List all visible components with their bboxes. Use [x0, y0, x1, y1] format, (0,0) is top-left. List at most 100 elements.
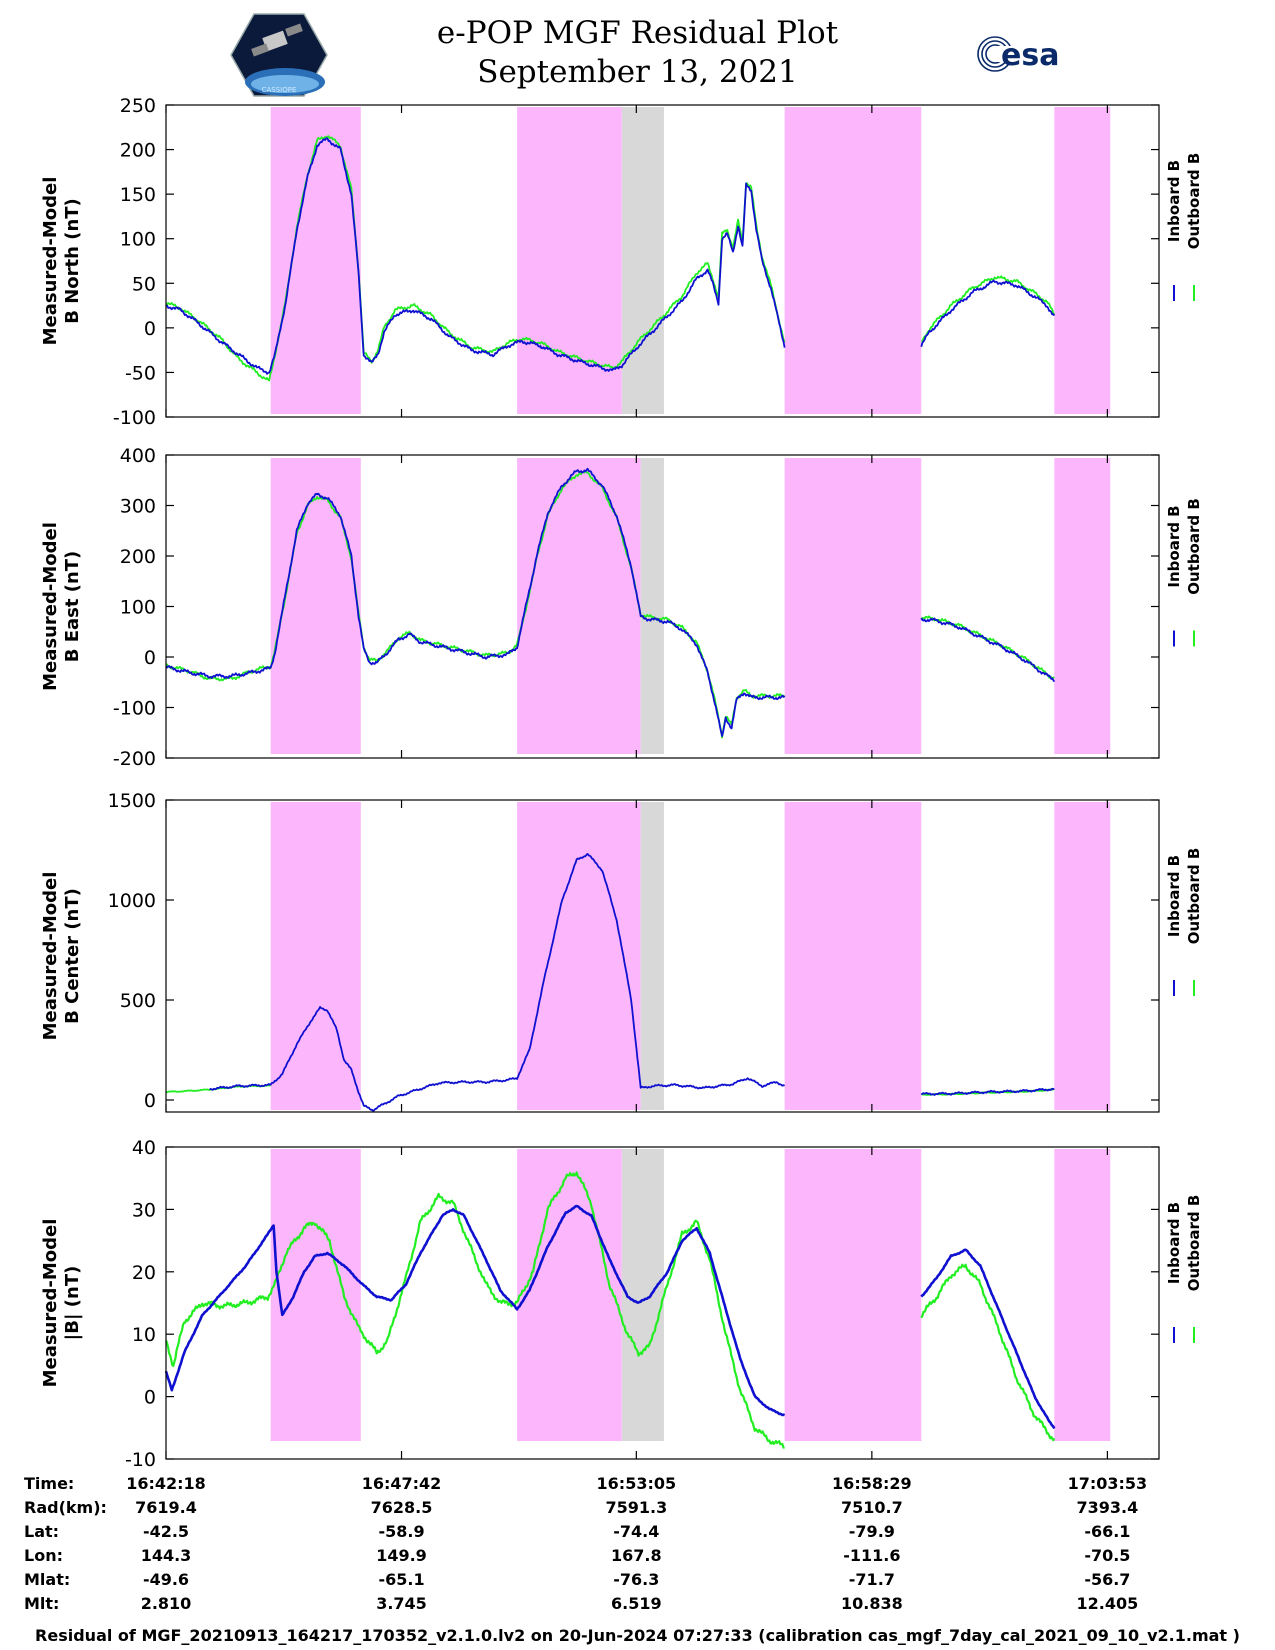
- legend-inboard-label: Inboard B: [1165, 160, 1183, 242]
- y-tick-label: 1500: [108, 790, 156, 812]
- outboard-series-line: [920, 615, 1055, 680]
- legend-outboard-label: Outboard B: [1185, 498, 1203, 595]
- plot-frame: [165, 1146, 1160, 1460]
- y-tick-label: 100: [120, 597, 156, 619]
- y-tick-label: 0: [144, 318, 156, 340]
- info-cell: -65.1: [378, 1570, 425, 1589]
- info-cell: -42.5: [142, 1522, 190, 1541]
- pink-shaded-region: [784, 107, 922, 414]
- legend-outboard-label: Outboard B: [1185, 1195, 1203, 1292]
- legend-inboard-label: Inboard B: [1165, 855, 1183, 937]
- info-cell: 7393.4: [1076, 1498, 1139, 1517]
- inboard-series-line: [209, 853, 785, 1112]
- inboard-series-line: [920, 617, 1056, 683]
- legend-inboard-label: Inboard B: [1165, 1202, 1183, 1284]
- plot-title-line2: September 13, 2021: [477, 54, 798, 90]
- plot-title-line1: e-POP MGF Residual Plot: [436, 15, 839, 51]
- inboard-series-line: [164, 1204, 786, 1417]
- y-axis-label-line1: Measured-Model: [40, 177, 61, 346]
- info-row: Rad(km): 7619.4 7628.5 7591.3 7510.7 7393.4: [0, 1498, 1275, 1522]
- info-cell: 144.3: [140, 1546, 192, 1565]
- pink-shaded-region: [1054, 1149, 1111, 1441]
- info-cell: 6.519: [611, 1594, 662, 1613]
- y-axis-label-line1: Measured-Model: [40, 522, 61, 691]
- info-cell: 167.8: [611, 1546, 662, 1565]
- y-tick-label: 200: [120, 546, 156, 568]
- esa-logo: esa: [977, 36, 1059, 73]
- y-tick-label: 40: [132, 1137, 156, 1159]
- info-cell: 149.9: [376, 1546, 427, 1565]
- y-tick-label: 500: [120, 990, 156, 1012]
- info-cell: -70.5: [1084, 1546, 1131, 1565]
- y-axis-label-line1: Measured-Model: [40, 872, 61, 1041]
- y-tick-label: 150: [120, 184, 156, 206]
- info-cell: 12.405: [1076, 1594, 1139, 1613]
- y-axis-label-line2: |B| (nT): [62, 1266, 83, 1341]
- info-cell: 7510.7: [840, 1498, 903, 1517]
- info-cell: 16:58:29: [832, 1474, 912, 1493]
- b-magnitude-panel: 40 30 20 10 0 -10 Measured-Model |B| (nT) Inboar…: [40, 1137, 1203, 1471]
- b-east-panel: 400 300 200 100 0 -100 -200 Measured-Model B Eas…: [40, 445, 1203, 770]
- info-cell: 3.745: [376, 1594, 427, 1613]
- info-cell: -111.6: [843, 1546, 901, 1565]
- info-cell: -79.9: [848, 1522, 895, 1541]
- y-tick-label: 50: [132, 273, 156, 295]
- info-cell: 17:03:53: [1067, 1474, 1148, 1493]
- y-axis-label-line2: B East (nT): [62, 551, 83, 663]
- gray-shaded-region: [640, 458, 664, 754]
- legend-inboard-label: Inboard B: [1165, 505, 1183, 587]
- info-cell: 7628.5: [370, 1498, 433, 1517]
- info-row: Time: 16:42:18 16:47:42 16:53:05 16:58:29 17:…: [0, 1474, 1275, 1498]
- info-row-label: Lon:: [24, 1546, 63, 1565]
- info-cell: -58.9: [378, 1522, 425, 1541]
- info-cell: 7619.4: [135, 1498, 197, 1517]
- y-tick-label: 0: [144, 647, 156, 669]
- info-cell: 10.838: [840, 1594, 903, 1613]
- pink-shaded-region: [517, 802, 641, 1110]
- info-cell: -76.3: [613, 1570, 660, 1589]
- y-tick-label: -10: [125, 1449, 156, 1471]
- b-north-panel: 250 200 150 100 50 0 -50 -100 Measured-Model B No…: [40, 95, 1203, 429]
- info-row: Lon: 144.3 149.9 167.8 -111.6 -70.5: [0, 1546, 1275, 1570]
- info-cell: -56.7: [1084, 1570, 1131, 1589]
- pink-shaded-region: [784, 1149, 922, 1441]
- pink-shaded-region: [270, 802, 361, 1110]
- pink-shaded-region: [517, 107, 622, 414]
- y-tick-label: 30: [132, 1199, 156, 1221]
- legend-outboard-label: Outboard B: [1185, 848, 1203, 945]
- y-tick-label: 0: [144, 1090, 156, 1112]
- info-cell: 16:53:05: [596, 1474, 677, 1493]
- inboard-series-line: [920, 279, 1056, 348]
- info-row: Mlat: -49.6 -65.1 -76.3 -71.7 -56.7: [0, 1570, 1275, 1594]
- y-tick-label: 0: [144, 1387, 156, 1409]
- outboard-series-line: [165, 135, 786, 382]
- pink-shaded-region: [270, 1149, 361, 1441]
- y-tick-label: -200: [113, 748, 156, 770]
- pink-shaded-region: [1054, 458, 1111, 754]
- info-row-label: Lat:: [24, 1522, 60, 1541]
- info-cell: -74.4: [613, 1522, 660, 1541]
- info-cell: -71.7: [848, 1570, 895, 1589]
- y-tick-label: -50: [125, 362, 156, 384]
- pink-shaded-region: [784, 458, 922, 754]
- inboard-series-line: [165, 137, 786, 375]
- outboard-series-line: [164, 1171, 785, 1449]
- inboard-series-line: [920, 1087, 1055, 1096]
- y-axis-label-line2: B North (nT): [62, 198, 83, 324]
- footer-caption: Residual of MGF_20210913_164217_170352_v…: [35, 1626, 1240, 1645]
- y-axis-label-line1: Measured-Model: [40, 1219, 61, 1388]
- cassiope-logo-text: CASSIOPE: [262, 86, 297, 94]
- info-row-label: Rad(km):: [24, 1498, 107, 1517]
- gray-shaded-region: [621, 107, 664, 414]
- pink-shaded-region: [1054, 107, 1111, 414]
- legend-outboard-label: Outboard B: [1185, 153, 1203, 250]
- pink-shaded-region: [517, 1149, 622, 1441]
- y-tick-label: 300: [120, 496, 156, 518]
- info-row: Mlt: 2.810 3.745 6.519 10.838 12.405: [0, 1594, 1275, 1618]
- info-row-label: Mlat:: [24, 1570, 71, 1589]
- y-tick-label: 250: [120, 95, 156, 117]
- y-tick-label: 400: [120, 445, 156, 467]
- info-cell: 16:47:42: [361, 1474, 442, 1493]
- plot-frame: [165, 104, 1160, 418]
